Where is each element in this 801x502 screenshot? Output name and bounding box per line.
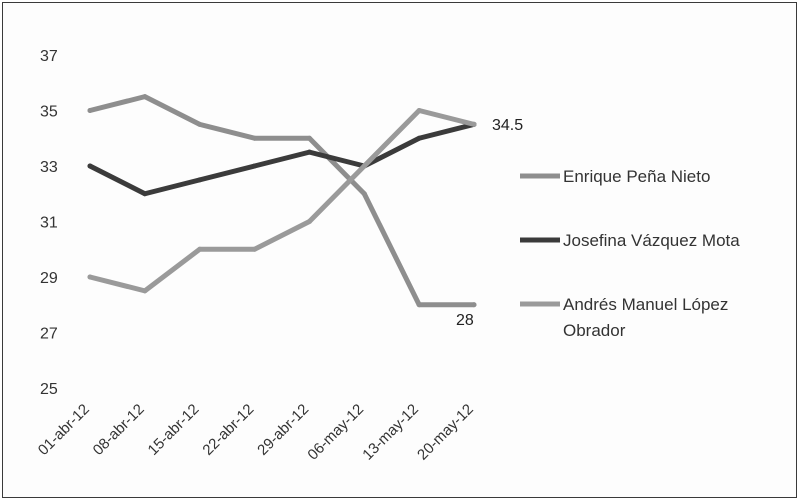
- data-label-28: 28: [456, 312, 474, 329]
- data-point-s2-6: [416, 108, 422, 113]
- x-tick-label-15-abr-12: 15-abr-12: [145, 401, 203, 459]
- data-point-s1-0: [87, 163, 93, 169]
- data-point-s1-3: [252, 163, 258, 169]
- y-tick-label-25: 25: [40, 381, 58, 398]
- data-point-s1-4: [306, 149, 312, 155]
- data-label-34-5: 34.5: [492, 117, 523, 134]
- y-tick-label-27: 27: [40, 326, 58, 343]
- data-point-s0-1: [142, 94, 148, 100]
- x-tick-label-08-abr-12: 08-abr-12: [90, 401, 148, 459]
- data-point-s0-5: [361, 191, 367, 197]
- data-point-s0-6: [416, 302, 422, 308]
- data-point-s0-2: [197, 121, 203, 127]
- x-tick-label-29-abr-12: 29-abr-12: [254, 401, 312, 459]
- data-point-s2-7: [471, 121, 477, 127]
- legend-label-1: Josefina Vázquez Mota: [563, 231, 740, 250]
- x-tick-label-22-abr-12: 22-abr-12: [199, 401, 257, 459]
- data-point-s2-0: [87, 274, 93, 280]
- legend-label-2-line-1: Obrador: [563, 321, 626, 340]
- y-tick-label-31: 31: [40, 215, 58, 232]
- legend-label-0: Enrique Peña Nieto: [563, 167, 710, 186]
- data-point-s0-3: [252, 135, 258, 141]
- y-tick-label-33: 33: [40, 159, 58, 176]
- y-tick-label-29: 29: [40, 270, 58, 287]
- data-point-s1-2: [197, 177, 203, 183]
- data-point-s0-7: [471, 302, 477, 308]
- series-line-1: [87, 121, 477, 197]
- x-tick-label-01-abr-12: 01-abr-12: [35, 401, 93, 459]
- data-point-s1-6: [416, 135, 422, 141]
- legend-label-2-line-0: Andrés Manuel López: [563, 295, 728, 314]
- data-point-s2-3: [252, 246, 258, 252]
- data-point-s0-0: [87, 108, 93, 113]
- series-line-0: [87, 94, 477, 308]
- data-point-s2-5: [361, 163, 367, 169]
- x-tick-label-20-may-12: 20-may-12: [414, 401, 477, 464]
- data-point-s2-4: [306, 219, 312, 224]
- y-tick-label-35: 35: [40, 104, 58, 121]
- data-point-s0-4: [306, 135, 312, 141]
- data-point-s1-1: [142, 191, 148, 197]
- data-point-s2-1: [142, 288, 148, 294]
- x-tick-label-13-may-12: 13-may-12: [359, 401, 422, 464]
- y-tick-label-37: 37: [40, 48, 58, 65]
- series-line-2: [87, 108, 477, 294]
- x-tick-label-06-may-12: 06-may-12: [304, 401, 367, 464]
- data-point-s2-2: [197, 246, 203, 252]
